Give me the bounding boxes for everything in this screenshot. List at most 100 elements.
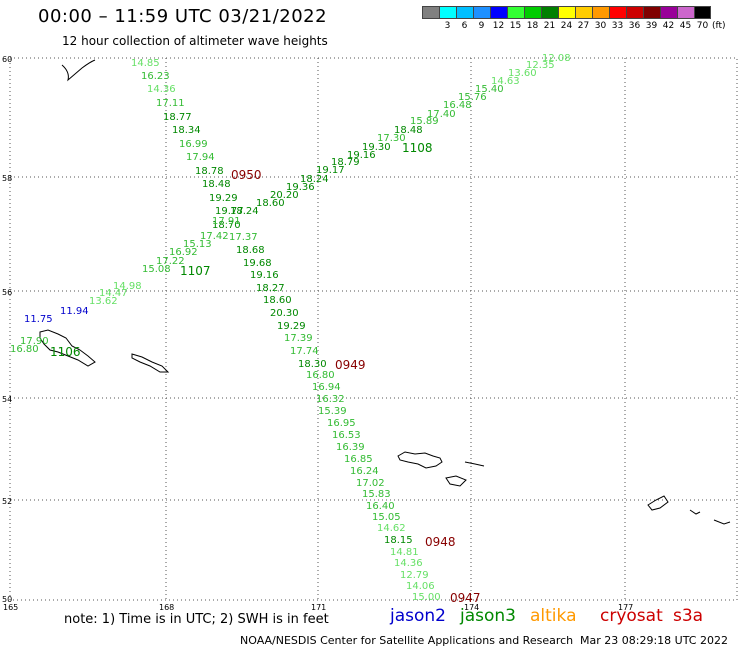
wave-height-label: 15.76 xyxy=(458,92,487,103)
scale-tick-label: 45 xyxy=(679,21,692,31)
pass-time-label: 0949 xyxy=(335,358,366,372)
wave-height-label: 17.30 xyxy=(377,133,406,144)
wave-height-label: 18.60 xyxy=(263,295,292,306)
wave-height-label: 18.70 xyxy=(212,220,241,231)
wave-height-label: 17.94 xyxy=(186,152,215,163)
pass-time-label: 1108 xyxy=(402,141,433,155)
wave-height-label: 15.05 xyxy=(372,512,401,523)
wave-height-label: 17.90 xyxy=(20,336,49,347)
wave-height-label: 14.98 xyxy=(113,281,142,292)
wave-height-label: 18.15 xyxy=(384,535,413,546)
page-subtitle: 12 hour collection of altimeter wave hei… xyxy=(62,34,328,48)
wave-height-label: 11.75 xyxy=(24,314,53,325)
scale-tick-label: 42 xyxy=(662,21,675,31)
wave-height-label: 16.40 xyxy=(366,501,395,512)
wave-height-label: 18.77 xyxy=(163,112,192,123)
pass-time-label: 0947 xyxy=(450,591,481,605)
wave-height-label: 18.34 xyxy=(172,125,201,136)
wave-height-label: 16.99 xyxy=(179,139,208,150)
legend-jason3: jason3 xyxy=(460,606,516,626)
scale-tick-label: 21 xyxy=(543,21,556,31)
scale-swatch xyxy=(558,6,575,19)
scale-tick-label: 24 xyxy=(560,21,573,31)
coastline-islet xyxy=(131,353,170,373)
wave-height-label: 17.22 xyxy=(156,256,185,267)
wave-height-label: 17.91 xyxy=(212,216,241,227)
coastline-island-south xyxy=(445,475,467,487)
wave-height-label: 16.92 xyxy=(169,247,198,258)
wave-height-label: 12.35 xyxy=(526,60,555,71)
wave-height-label: 16.53 xyxy=(332,430,361,441)
wave-height-label: 19.36 xyxy=(286,182,315,193)
wave-height-label: 16.95 xyxy=(327,418,356,429)
coastline xyxy=(39,59,731,525)
scale-swatch xyxy=(490,6,507,19)
wave-height-label: 18.78 xyxy=(195,166,224,177)
scale-swatch xyxy=(524,6,541,19)
scale-tick-label: 39 xyxy=(645,21,658,31)
coastline-islet-east xyxy=(464,461,485,467)
footer-credit: NOAA/NESDIS Center for Satellite Applica… xyxy=(240,634,574,647)
page-title: 00:00 – 11:59 UTC 03/21/2022 xyxy=(38,6,328,27)
wave-height-label: 15.08 xyxy=(142,264,171,275)
wave-height-label: 14.36 xyxy=(147,84,176,95)
map-frame xyxy=(9,57,738,601)
scale-swatch xyxy=(507,6,524,19)
scale-tick-label: 12 xyxy=(492,21,505,31)
footer-timestamp: Mar 23 08:29:18 UTC 2022 xyxy=(580,634,728,647)
scale-tick-label: 36 xyxy=(628,21,641,31)
wave-height-label: 15.39 xyxy=(318,406,347,417)
wave-height-label: 14.47 xyxy=(99,288,128,299)
scale-swatch xyxy=(694,6,711,19)
scale-tick-label: 70 xyxy=(696,21,709,31)
wave-height-label: 20.30 xyxy=(270,308,299,319)
lat-tick-label: 50 xyxy=(2,595,12,604)
scale-swatch xyxy=(575,6,592,19)
pass-time-label: 1107 xyxy=(180,264,211,278)
wave-height-label: 15.00 xyxy=(412,592,441,603)
wave-height-label: 14.81 xyxy=(390,547,419,558)
wave-height-label: 18.48 xyxy=(394,125,423,136)
wave-height-label: 19.29 xyxy=(209,193,238,204)
lon-tick-label: 168 xyxy=(159,603,174,612)
wave-height-label: 18.24 xyxy=(300,174,329,185)
scale-swatch xyxy=(422,6,439,19)
scale-swatch xyxy=(643,6,660,19)
lat-tick-label: 58 xyxy=(2,174,12,183)
wave-height-label: 15.40 xyxy=(475,84,504,95)
wave-height-label: 18.30 xyxy=(298,359,327,370)
coastline-islet-far-east-2 xyxy=(713,519,731,525)
footer-note: note: 1) Time is in UTC; 2) SWH is in fe… xyxy=(64,612,329,627)
wave-height-label: 18.24 xyxy=(230,206,259,217)
wave-height-label: 17.11 xyxy=(156,98,185,109)
scale-swatch xyxy=(439,6,456,19)
coastline-peninsula xyxy=(61,59,96,82)
scale-swatch xyxy=(456,6,473,19)
scale-tick-label: 9 xyxy=(478,21,485,31)
wave-height-label: 17.39 xyxy=(284,333,313,344)
coastline-island-far-east xyxy=(647,495,669,511)
wave-height-label: 16.85 xyxy=(344,454,373,465)
scale-tick-label: 33 xyxy=(611,21,624,31)
scale-swatch xyxy=(626,6,643,19)
wave-height-label: 17.02 xyxy=(356,478,385,489)
scale-tick-label: 18 xyxy=(526,21,539,31)
lon-tick-label: 177 xyxy=(618,603,633,612)
wave-height-label: 19.16 xyxy=(347,150,376,161)
wave-height-label: 11.94 xyxy=(60,306,89,317)
wave-height-label: 16.32 xyxy=(316,394,345,405)
lat-tick-label: 54 xyxy=(2,395,12,404)
lat-tick-label: 60 xyxy=(2,55,12,64)
scale-swatch xyxy=(473,6,490,19)
wave-height-color-scale: 3 6 9 12 15 18 21 24 27 30 33 36 39 42 45 70 (ft) xyxy=(422,6,726,31)
wave-height-label: 18.60 xyxy=(256,198,285,209)
legend-cryosat: cryosat xyxy=(600,606,663,626)
wave-height-label: 14.36 xyxy=(394,558,423,569)
legend-jason2: jason2 xyxy=(390,606,446,626)
wave-height-label: 13.62 xyxy=(89,296,118,307)
lat-lon-grid xyxy=(9,57,738,601)
wave-height-label: 17.74 xyxy=(290,346,319,357)
wave-height-label: 18.27 xyxy=(256,283,285,294)
wave-height-label: 17.42 xyxy=(200,231,229,242)
